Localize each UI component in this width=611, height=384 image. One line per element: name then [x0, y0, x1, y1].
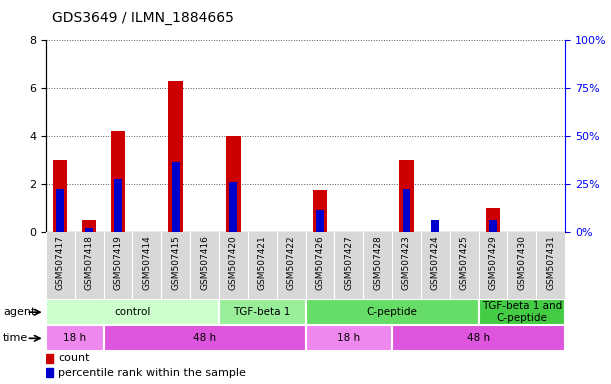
Text: GSM507418: GSM507418	[84, 235, 93, 290]
Bar	[431, 220, 439, 232]
Bar	[85, 228, 93, 232]
Bar	[306, 299, 478, 325]
Text: 48 h: 48 h	[467, 333, 490, 343]
Text: time: time	[3, 333, 28, 343]
Bar	[53, 160, 67, 232]
Text: GSM507416: GSM507416	[200, 235, 209, 290]
Text: GSM507414: GSM507414	[142, 235, 152, 290]
Text: GSM507423: GSM507423	[402, 235, 411, 290]
Text: GSM507430: GSM507430	[518, 235, 527, 290]
Bar	[103, 325, 306, 351]
Bar	[169, 81, 183, 232]
Text: percentile rank within the sample: percentile rank within the sample	[58, 368, 246, 378]
Text: GSM507426: GSM507426	[315, 235, 324, 290]
Bar	[486, 208, 500, 232]
Bar	[399, 160, 414, 232]
Text: GSM507431: GSM507431	[546, 235, 555, 290]
Bar	[306, 325, 392, 351]
Text: GSM507415: GSM507415	[171, 235, 180, 290]
Text: GSM507425: GSM507425	[459, 235, 469, 290]
Text: count: count	[58, 353, 90, 363]
Bar	[219, 299, 306, 325]
Bar	[82, 220, 97, 232]
Text: GSM507428: GSM507428	[373, 235, 382, 290]
Bar	[46, 368, 53, 377]
Text: GSM507424: GSM507424	[431, 235, 440, 290]
Bar	[392, 325, 565, 351]
Text: 18 h: 18 h	[337, 333, 360, 343]
Text: TGF-beta 1: TGF-beta 1	[233, 307, 291, 317]
Text: C-peptide: C-peptide	[367, 307, 417, 317]
Text: 48 h: 48 h	[193, 333, 216, 343]
Bar	[489, 220, 497, 232]
Bar	[46, 299, 219, 325]
Text: TGF-beta 1 and
C-peptide: TGF-beta 1 and C-peptide	[481, 301, 562, 323]
Text: GSM507417: GSM507417	[56, 235, 65, 290]
Text: 18 h: 18 h	[63, 333, 86, 343]
Text: GSM507419: GSM507419	[114, 235, 122, 290]
Bar	[403, 189, 411, 232]
Bar	[316, 210, 324, 232]
Bar	[226, 136, 241, 232]
Text: control: control	[114, 307, 150, 317]
Bar	[114, 179, 122, 232]
Bar	[46, 325, 103, 351]
Bar	[56, 189, 64, 232]
Text: GSM507422: GSM507422	[287, 235, 296, 290]
Bar	[111, 131, 125, 232]
Text: GDS3649 / ILMN_1884665: GDS3649 / ILMN_1884665	[52, 11, 234, 25]
Text: GSM507421: GSM507421	[258, 235, 267, 290]
Bar	[229, 182, 237, 232]
Text: agent: agent	[3, 307, 35, 317]
Bar	[172, 162, 180, 232]
Text: GSM507420: GSM507420	[229, 235, 238, 290]
Text: GSM507429: GSM507429	[489, 235, 497, 290]
Text: GSM507427: GSM507427	[344, 235, 353, 290]
Bar	[478, 299, 565, 325]
Bar	[46, 354, 53, 363]
Bar	[313, 190, 327, 232]
